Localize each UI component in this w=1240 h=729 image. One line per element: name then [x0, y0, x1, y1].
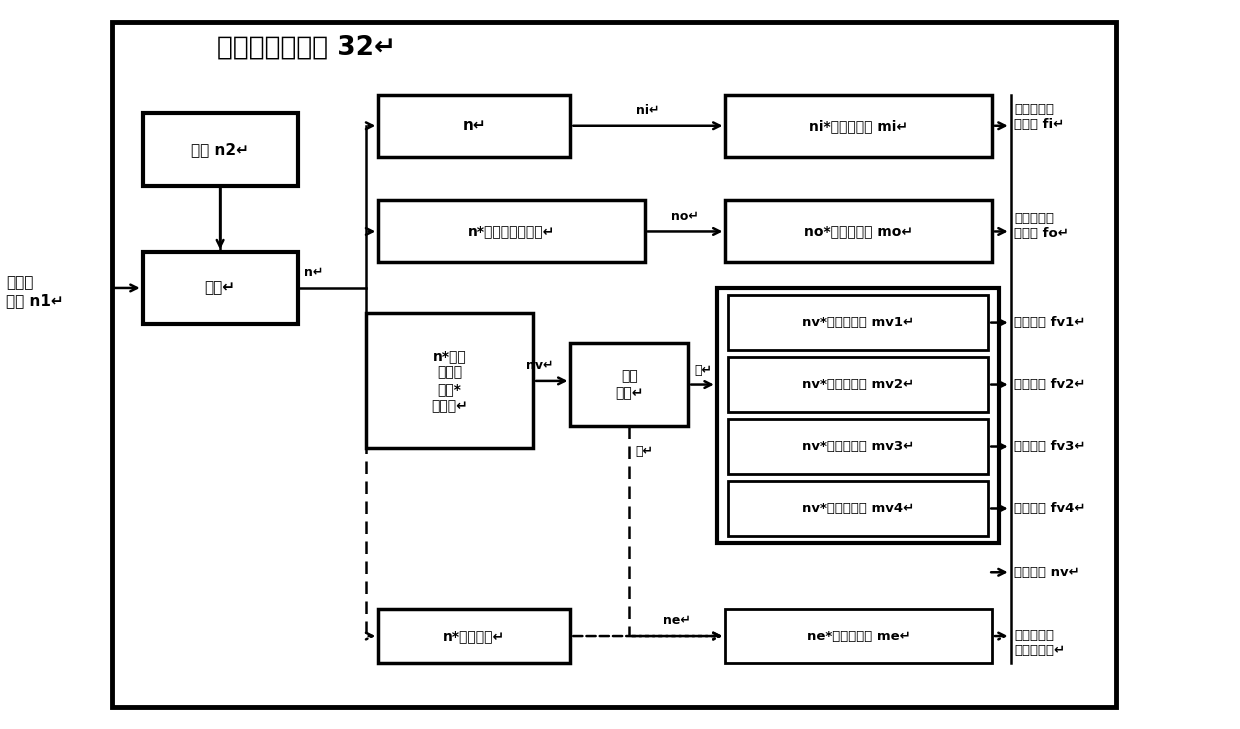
Text: nv↵: nv↵ [526, 359, 553, 372]
Bar [366, 313, 533, 448]
Text: no↵: no↵ [671, 210, 699, 223]
Bar [725, 200, 992, 262]
Text: 转速 n2↵: 转速 n2↵ [191, 142, 249, 157]
Bar [728, 419, 988, 474]
Bar [725, 95, 992, 157]
Text: 车轮频率 fv4↵: 车轮频率 fv4↵ [1014, 502, 1086, 515]
Bar [570, 343, 688, 426]
Bar [378, 200, 645, 262]
Text: n*变速箱某档速比↵: n*变速箱某档速比↵ [467, 225, 556, 238]
Bar [143, 252, 298, 324]
Text: 其他中间轴
传动轴频率↵: 其他中间轴 传动轴频率↵ [1014, 629, 1065, 657]
Bar [378, 609, 570, 663]
Text: 变速箱输入
轴频率 fi↵: 变速箱输入 轴频率 fi↵ [1014, 103, 1065, 130]
Bar [725, 609, 992, 663]
Bar [717, 288, 999, 543]
Text: 车轮频率 fv1↵: 车轮频率 fv1↵ [1014, 316, 1086, 329]
Text: ne*每转脉冲数 me↵: ne*每转脉冲数 me↵ [807, 630, 910, 642]
Bar [728, 357, 988, 412]
Text: 逻辑与计算处理 32↵: 逻辑与计算处理 32↵ [217, 34, 396, 61]
Text: n↵: n↵ [463, 118, 486, 133]
Text: nv*每转脉冲数 mv4↵: nv*每转脉冲数 mv4↵ [802, 502, 914, 515]
Text: ni*每转脉冲数 mi↵: ni*每转脉冲数 mi↵ [810, 119, 908, 133]
Text: nv*每转脉冲数 mv1↵: nv*每转脉冲数 mv1↵ [802, 316, 914, 329]
Bar [728, 481, 988, 536]
Bar [143, 113, 298, 186]
Text: 变速箱输出
轴频率 fo↵: 变速箱输出 轴频率 fo↵ [1014, 212, 1069, 240]
Text: 车轮频率 fv3↵: 车轮频率 fv3↵ [1014, 440, 1086, 453]
Text: 是↵: 是↵ [694, 364, 713, 378]
Text: 规则
波形↵: 规则 波形↵ [615, 369, 644, 400]
Bar [378, 95, 570, 157]
Text: nv*每转脉冲数 mv2↵: nv*每转脉冲数 mv2↵ [802, 378, 914, 391]
Text: n↵: n↵ [304, 266, 324, 279]
Text: 车轮频率 fv2↵: 车轮频率 fv2↵ [1014, 378, 1086, 391]
Text: n*其他速比↵: n*其他速比↵ [443, 629, 506, 643]
Text: 否↵: 否↵ [636, 445, 653, 458]
Text: 选择↵: 选择↵ [205, 281, 236, 295]
Text: ni↵: ni↵ [636, 104, 660, 117]
Text: ne↵: ne↵ [663, 615, 691, 627]
Text: nv*每转脉冲数 mv3↵: nv*每转脉冲数 mv3↵ [802, 440, 914, 453]
Bar [112, 22, 1116, 707]
Text: 车轮转速 nv↵: 车轮转速 nv↵ [1014, 566, 1080, 579]
Bar [728, 295, 988, 350]
Text: 发动机
转速 n1↵: 发动机 转速 n1↵ [6, 275, 63, 308]
Text: n*变速
箱某档
速比*
减速比↵: n*变速 箱某档 速比* 减速比↵ [432, 348, 467, 413]
Text: no*每转脉冲数 mo↵: no*每转脉冲数 mo↵ [805, 225, 913, 238]
